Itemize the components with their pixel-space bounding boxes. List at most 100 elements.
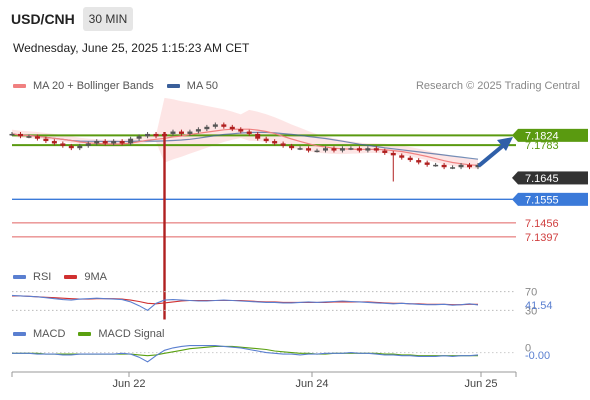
macd-value-label: -0.00 [525, 350, 550, 362]
legend-macd-signal: MACD Signal [78, 328, 164, 340]
price-label-text: 7.1645 [525, 173, 559, 185]
price-label-box [518, 192, 588, 206]
price-label-text: 7.1824 [525, 130, 559, 142]
candle-body [390, 152, 396, 156]
legend-ma50-label: MA 50 [186, 80, 218, 92]
candle-body [68, 145, 74, 149]
candle-body [77, 145, 83, 149]
candle-body [373, 148, 379, 151]
rsi-tick-label: 70 [525, 287, 537, 299]
legend-ma20-label: MA 20 + Bollinger Bands [33, 80, 154, 92]
candle-body [221, 124, 227, 127]
candle-body [51, 141, 57, 144]
research-credit: Research © 2025 Trading Central [415, 80, 580, 92]
candle-body [238, 129, 244, 132]
price-label-text: 7.1397 [525, 232, 559, 244]
legend-ma20-swatch [13, 84, 26, 88]
candle-body [297, 148, 303, 150]
candle-body [26, 136, 32, 138]
rsi-legend: RSI 9MA [13, 271, 120, 283]
price-label-box [518, 128, 588, 142]
candle-body [272, 141, 278, 144]
timestamp: Wednesday, June 25, 2025 1:15:23 AM CET [13, 41, 250, 55]
price-label-pointer [512, 128, 518, 142]
legend-ma50: MA 50 [166, 80, 218, 92]
ma20-line [11, 128, 479, 166]
candle-body [399, 155, 405, 158]
candle-body [450, 167, 456, 169]
candle-body [187, 131, 193, 134]
x-tick-label: Jun 25 [464, 378, 497, 390]
candle-body [136, 136, 142, 139]
candle-body [43, 138, 49, 142]
candle-body [212, 124, 218, 127]
macd-tick-label: 0 [525, 343, 531, 355]
candle-body [356, 148, 362, 151]
macd-line [12, 345, 479, 363]
legend-9ma: 9MA [64, 271, 107, 283]
candle-body [407, 157, 413, 161]
legend-9ma-swatch [64, 275, 78, 279]
price-label-pointer [512, 171, 518, 185]
candle-body [162, 133, 168, 137]
symbol-title: USD/CNH [11, 11, 75, 27]
candle-body [204, 126, 210, 130]
legend-macd-swatch [13, 332, 26, 336]
candle-body [9, 133, 15, 136]
candle-body [94, 141, 100, 144]
candle-body [153, 133, 159, 137]
candle-body [170, 131, 176, 134]
candle-body [289, 145, 295, 149]
x-tick-label: Jun 22 [112, 378, 145, 390]
rsi-tick-label: 30 [525, 305, 537, 317]
legend-macd: MACD [13, 328, 65, 340]
candle-body [17, 133, 23, 137]
legend-ma50-swatch [166, 84, 180, 88]
legend-rsi-label: RSI [33, 271, 52, 283]
candle-body [475, 164, 481, 168]
candle-body [322, 148, 328, 151]
candle-body [85, 143, 91, 146]
candle-body [416, 160, 422, 163]
candle-body [424, 162, 430, 165]
forecast-arrow-head [497, 137, 513, 152]
forecast-arrow-shaft [478, 142, 507, 167]
candle-body [306, 148, 312, 151]
candle-body [348, 148, 354, 150]
legend-macd-signal-swatch [78, 332, 92, 336]
legend-macd-signal-label: MACD Signal [98, 328, 165, 340]
candle-body [458, 164, 464, 168]
candle-body [441, 164, 447, 168]
ma50-line [11, 131, 479, 160]
candle-body [34, 136, 40, 139]
candle-body [178, 131, 184, 134]
price-label-text: 7.1555 [525, 194, 559, 206]
price-label-text: 7.1456 [525, 218, 559, 230]
candle-body [255, 133, 261, 139]
price-label-box [518, 171, 588, 185]
timeframe-button[interactable]: 30 MIN [83, 7, 133, 31]
macd-legend: MACD MACD Signal [13, 328, 177, 340]
candle-body [314, 150, 320, 153]
candle-body [382, 150, 388, 153]
candle-body [263, 138, 269, 142]
candle-body [229, 126, 235, 130]
bollinger-band-area [12, 97, 478, 169]
legend-macd-label: MACD [33, 328, 66, 340]
x-tick-label: Jun 24 [295, 378, 328, 390]
candle-body [145, 133, 151, 137]
candle-body [119, 141, 125, 144]
candle-body [60, 143, 66, 146]
candle-body [102, 141, 108, 144]
candle-body [365, 148, 371, 151]
price-label-pointer [512, 192, 518, 206]
rsi-line [11, 294, 479, 311]
candle-body [111, 141, 117, 144]
legend-9ma-label: 9MA [84, 271, 107, 283]
candle-body [331, 148, 337, 151]
candle-body [246, 131, 252, 134]
candle-body [195, 129, 201, 132]
candle-body [128, 138, 134, 144]
rsi-value-label: 41.54 [525, 300, 553, 312]
